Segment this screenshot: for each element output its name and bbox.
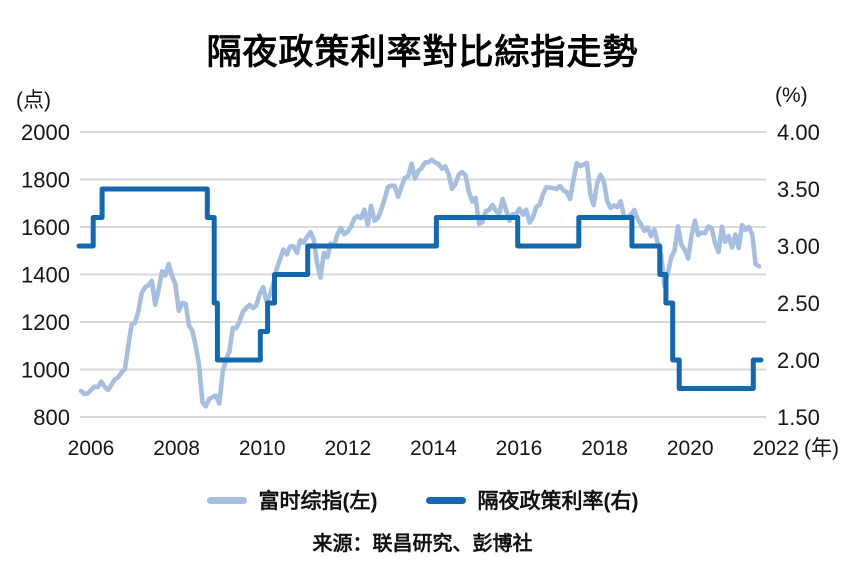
- left-axis-tick-label: 1600: [21, 215, 70, 240]
- x-axis-tick-label: 2014: [410, 437, 457, 460]
- x-axis-tick-label: 2016: [496, 437, 543, 460]
- legend: 富时综指(左) 隔夜政策利率(右): [0, 485, 845, 515]
- source-note: 来源：联昌研究、彭博社: [312, 533, 533, 555]
- x-axis-tick-label: 2020: [667, 437, 714, 460]
- x-axis-tick-label: 2010: [239, 437, 286, 460]
- right-axis-tick-label: 2.50: [777, 291, 820, 316]
- left-axis-tick-label: 800: [33, 405, 70, 430]
- x-axis-tick-label: 2008: [153, 437, 200, 460]
- x-axis-tick-label: 2012: [324, 437, 371, 460]
- x-axis-tick-label: 2006: [68, 437, 115, 460]
- right-axis-tick-label: 2.00: [777, 348, 820, 373]
- right-axis-tick-label: 3.50: [777, 177, 820, 202]
- index-line-swatch: [206, 496, 247, 504]
- right-axis-tick-label: 4.00: [777, 120, 820, 145]
- opr-line: [76, 186, 764, 391]
- left-axis-tick-label: 1000: [21, 358, 70, 383]
- left-axis-tick-label: 1400: [21, 263, 70, 288]
- right-axis-tick-label: 3.00: [777, 234, 820, 259]
- index-line: [78, 157, 762, 409]
- legend-item-index: 富时综指(左): [206, 485, 378, 515]
- x-axis-tick-label: 2022: [752, 437, 799, 460]
- x-axis-unit-suffix: (年): [804, 437, 839, 460]
- right-axis-tick-label: 1.50: [777, 405, 820, 430]
- left-axis-unit-label: (点): [16, 89, 51, 112]
- legend-label-opr: 隔夜政策利率(右): [477, 490, 639, 513]
- left-axis-tick-label: 1200: [21, 310, 70, 335]
- page-title: 隔夜政策利率對比綜指走勢: [206, 33, 639, 72]
- opr-line-swatch: [425, 496, 466, 504]
- right-axis-unit-label: (%): [775, 84, 808, 107]
- left-axis-tick-label: 2000: [21, 120, 70, 145]
- legend-item-opr: 隔夜政策利率(右): [425, 485, 639, 515]
- left-axis-tick-label: 1800: [21, 168, 70, 193]
- legend-label-index: 富时综指(左): [258, 490, 378, 513]
- x-axis-tick-label: 2018: [581, 437, 628, 460]
